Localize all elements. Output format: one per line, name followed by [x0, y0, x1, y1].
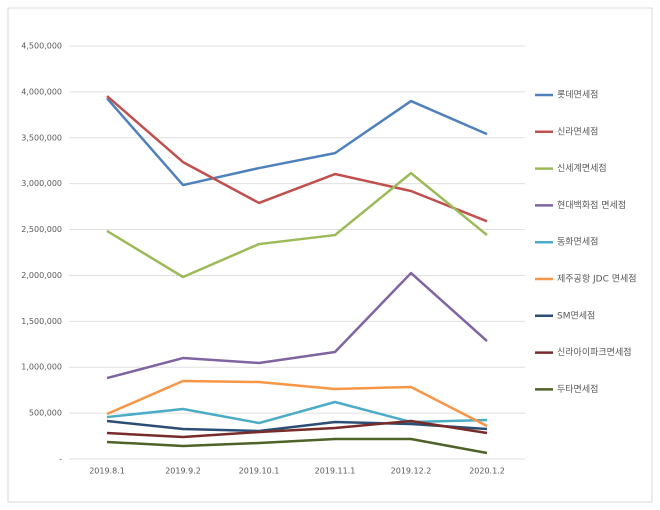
series-line [106, 171, 488, 279]
y-tick-label: 3,500,000 [21, 133, 62, 142]
series-line [106, 400, 488, 425]
y-tick-label: 1,000,000 [21, 363, 62, 372]
series-line [106, 379, 488, 428]
x-tick-label: 2019.9.2 [165, 467, 201, 476]
legend-label: 신라아이파크면세점 [557, 346, 632, 358]
x-tick-label: 2019.12.2 [391, 467, 432, 476]
series-line [106, 437, 488, 455]
legend-label: 롯데면세점 [557, 89, 598, 101]
x-tick-label: 2019.11.1 [315, 467, 356, 476]
x-tick-label: 2019.10.1 [239, 467, 280, 476]
series-line [106, 419, 488, 439]
y-tick-label: 4,000,000 [21, 87, 62, 96]
chart-border [7, 7, 653, 503]
x-tick-label: 2020.1.2 [469, 467, 505, 476]
y-tick-label: 500,000 [29, 409, 62, 418]
series-line [106, 419, 488, 433]
series-line [106, 95, 488, 223]
series-line [106, 97, 488, 187]
legend-label: 신라면세점 [557, 125, 598, 137]
x-tick-label: 2019.8.1 [89, 467, 125, 476]
legend-label: 동화면세점 [557, 236, 598, 248]
legend-label: 제주공항 JDC 면세점 [557, 273, 637, 285]
legend-label: 신세계면세점 [557, 162, 607, 174]
y-tick-label: 3,000,000 [21, 179, 62, 188]
y-tick-label: 1,500,000 [21, 317, 62, 326]
y-tick-label: 2,500,000 [21, 225, 62, 234]
legend-label: 현대백화점 면세점 [557, 199, 626, 211]
legend-label: SM면세점 [557, 309, 595, 321]
y-tick-label: 2,000,000 [21, 271, 62, 280]
y-tick-label: - [59, 455, 62, 464]
legend-label: 두타면세점 [557, 383, 598, 395]
series-line [106, 271, 488, 380]
y-tick-label: 4,500,000 [21, 42, 62, 51]
